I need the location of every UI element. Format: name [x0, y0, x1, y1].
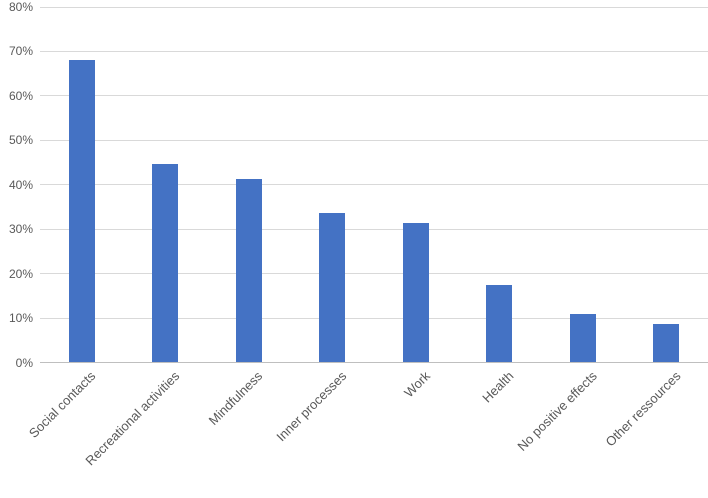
x-axis-line	[40, 362, 708, 363]
x-category-label: Inner processes	[273, 368, 350, 445]
x-category-label: Health	[478, 368, 517, 406]
y-tick-label: 70%	[8, 44, 33, 59]
bar	[486, 285, 513, 363]
y-tick-label: 0%	[15, 355, 33, 370]
bar	[152, 163, 179, 363]
y-tick-label: 50%	[8, 133, 33, 148]
y-tick-label: 80%	[8, 0, 33, 14]
bar	[319, 212, 346, 363]
gridline	[40, 6, 708, 8]
bar	[68, 60, 95, 363]
x-category-label: Social contacts	[26, 368, 99, 441]
bar	[235, 178, 262, 363]
bar	[402, 222, 429, 363]
y-tick-label: 20%	[8, 266, 33, 281]
gridline	[40, 139, 708, 141]
gridline	[40, 228, 708, 230]
y-tick-label: 10%	[8, 311, 33, 326]
gridline	[40, 317, 708, 319]
bar	[653, 323, 680, 363]
gridline	[40, 273, 708, 275]
x-category-label: Mindfulness	[205, 368, 266, 428]
x-category-label: Work	[400, 368, 433, 401]
y-tick-label: 60%	[8, 88, 33, 103]
x-category-label: No positive effects	[514, 368, 600, 454]
gridline	[40, 184, 708, 186]
x-category-label: Other ressources	[602, 368, 684, 450]
y-tick-label: 30%	[8, 222, 33, 237]
y-tick-label: 40%	[8, 177, 33, 192]
gridline	[40, 95, 708, 97]
gridline	[40, 50, 708, 52]
bar	[569, 313, 596, 363]
x-category-label: Recreational activities	[82, 368, 183, 469]
